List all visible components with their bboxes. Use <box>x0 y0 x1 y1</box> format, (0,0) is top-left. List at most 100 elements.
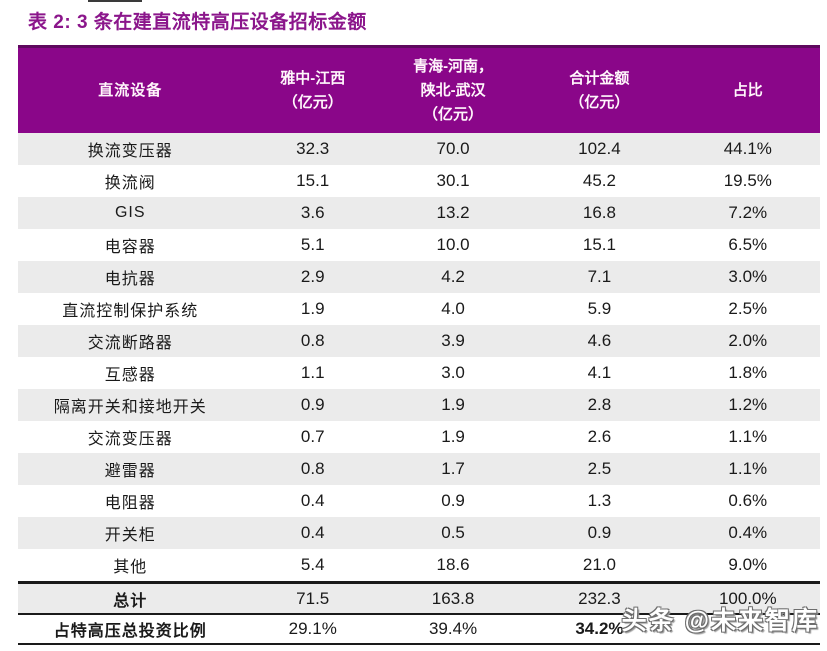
value-cell: 5.9 <box>587 299 612 318</box>
value-cell: 1.9 <box>441 395 465 414</box>
value-cell: 19.5% <box>723 171 772 190</box>
value-cell: 45.2 <box>582 171 616 190</box>
column-header-yazhong-jiangxi: 雅中-江西 （亿元） <box>280 69 346 111</box>
bidding-amount-table: 直流设备 雅中-江西 （亿元） 青海-河南， 陕北-武汉 （亿元） 合计金额 （… <box>18 45 820 645</box>
value-cell: 1.1% <box>728 427 768 446</box>
table-row: 避雷器 0.8 1.7 2.5 1.1% <box>18 453 820 485</box>
column-header-qinghai-henan-shaanbei-wuhan: 青海-河南， 陕北-武汉 （亿元） <box>413 57 494 123</box>
value-cell: 0.4 <box>300 491 325 510</box>
value-cell: 30.1 <box>436 171 470 190</box>
equipment-label-cell: 换流变压器 <box>87 143 173 160</box>
value-cell: 15.1 <box>582 235 616 254</box>
value-cell: 3.6 <box>300 203 325 222</box>
equipment-label-cell: 换流阀 <box>104 175 156 192</box>
equipment-label-cell: 避雷器 <box>104 463 156 480</box>
value-cell: 7.1 <box>587 267 612 286</box>
value-cell: 5.1 <box>300 235 325 254</box>
value-cell: 0.5 <box>441 523 465 542</box>
value-cell: 1.2% <box>728 395 768 414</box>
value-cell: 1.1% <box>728 459 768 478</box>
table-row: 电抗器 2.9 4.2 7.1 3.0% <box>18 261 820 293</box>
equipment-label-cell: 开关柜 <box>104 527 156 544</box>
value-cell: 0.6% <box>728 491 768 510</box>
value-cell: 0.4% <box>728 523 768 542</box>
uhv-investment-ratio-row: 占特高压总投资比例 29.1% 39.4% 34.2% <box>18 613 820 645</box>
table-row: 换流变压器 32.3 70.0 102.4 44.1% <box>18 133 820 165</box>
value-cell: 32.3 <box>296 139 330 158</box>
total-value-cell: 100.0% <box>718 588 777 608</box>
crop-artifact <box>88 0 142 2</box>
value-cell: 1.1 <box>300 363 325 382</box>
table-row: 隔离开关和接地开关 0.9 1.9 2.8 1.2% <box>18 389 820 421</box>
value-cell: 4.0 <box>441 299 465 318</box>
equipment-label-cell: 隔离开关和接地开关 <box>53 399 207 416</box>
total-row: 总计 71.5 163.8 232.3 100.0% <box>18 581 820 613</box>
value-cell: 15.1 <box>296 171 330 190</box>
value-cell: 21.0 <box>582 555 616 574</box>
table-row: 换流阀 15.1 30.1 45.2 19.5% <box>18 165 820 197</box>
total-label-cell: 总计 <box>113 592 148 610</box>
value-cell: 16.8 <box>582 203 616 222</box>
table-row: 直流控制保护系统 1.9 4.0 5.9 2.5% <box>18 293 820 325</box>
ratio-value-cell: 29.1% <box>288 619 337 638</box>
value-cell: 9.0% <box>728 555 768 574</box>
equipment-label-cell: 交流断路器 <box>87 335 173 352</box>
value-cell: 4.6 <box>587 331 612 350</box>
value-cell: 0.7 <box>300 427 325 446</box>
table-row: GIS 3.6 13.2 16.8 7.2% <box>18 197 820 229</box>
value-cell: 2.0% <box>728 331 768 350</box>
value-cell: 0.8 <box>300 331 325 350</box>
equipment-label-cell: 交流变压器 <box>87 431 173 448</box>
value-cell: 0.9 <box>300 395 325 414</box>
table-row: 开关柜 0.4 0.5 0.9 0.4% <box>18 517 820 549</box>
table-body: 换流变压器 32.3 70.0 102.4 44.1% 换流阀 15.1 30.1 45.2 19… <box>18 133 820 581</box>
column-header-share: 占比 <box>732 81 763 99</box>
equipment-label-cell: 其他 <box>113 559 148 576</box>
value-cell: 1.9 <box>300 299 325 318</box>
equipment-label-cell: 电容器 <box>104 239 156 256</box>
value-cell: 2.5% <box>728 299 768 318</box>
value-cell: 0.8 <box>300 459 325 478</box>
equipment-label-cell: 直流控制保护系统 <box>62 303 199 320</box>
table-row: 电容器 5.1 10.0 15.1 6.5% <box>18 229 820 261</box>
value-cell: 2.6 <box>587 427 612 446</box>
value-cell: 7.2% <box>728 203 768 222</box>
value-cell: 4.1 <box>587 363 612 382</box>
value-cell: 1.8% <box>728 363 768 382</box>
table-row: 其他 5.4 18.6 21.0 9.0% <box>18 549 820 581</box>
table-title: 表 2: 3 条在建直流特高压设备招标金额 <box>28 12 367 33</box>
equipment-label-cell: GIS <box>114 204 146 221</box>
value-cell: 0.9 <box>441 491 465 510</box>
value-cell: 70.0 <box>436 139 470 158</box>
value-cell: 6.5% <box>728 235 768 254</box>
total-value-cell: 163.8 <box>431 588 475 608</box>
value-cell: 3.0% <box>728 267 768 286</box>
value-cell: 0.9 <box>587 523 612 542</box>
total-value-cell: 71.5 <box>296 588 330 608</box>
ratio-value-cell: 39.4% <box>428 619 478 638</box>
value-cell: 10.0 <box>436 235 470 254</box>
value-cell: 1.9 <box>441 427 465 446</box>
ratio-label-cell: 占特高压总投资比例 <box>53 623 207 640</box>
value-cell: 4.2 <box>441 267 465 286</box>
value-cell: 13.2 <box>436 203 470 222</box>
table-row: 交流断路器 0.8 3.9 4.6 2.0% <box>18 325 820 357</box>
value-cell: 2.9 <box>300 267 325 286</box>
value-cell: 0.4 <box>300 523 325 542</box>
value-cell: 2.8 <box>587 395 612 414</box>
ratio-value-cell: 34.2% <box>575 619 624 638</box>
table-row: 互感器 1.1 3.0 4.1 1.8% <box>18 357 820 389</box>
table-row: 交流变压器 0.7 1.9 2.6 1.1% <box>18 421 820 453</box>
total-value-cell: 232.3 <box>578 588 621 608</box>
value-cell: 5.4 <box>300 555 325 574</box>
value-cell: 18.6 <box>436 555 470 574</box>
table-row: 电阻器 0.4 0.9 1.3 0.6% <box>18 485 820 517</box>
value-cell: 102.4 <box>578 139 621 158</box>
equipment-label-cell: 电阻器 <box>104 495 156 512</box>
table-header-row: 直流设备 雅中-江西 （亿元） 青海-河南， 陕北-武汉 （亿元） 合计金额 （… <box>18 45 820 133</box>
equipment-label-cell: 电抗器 <box>104 271 156 288</box>
value-cell: 1.3 <box>587 491 612 510</box>
value-cell: 1.7 <box>441 459 465 478</box>
equipment-label-cell: 互感器 <box>104 367 156 384</box>
